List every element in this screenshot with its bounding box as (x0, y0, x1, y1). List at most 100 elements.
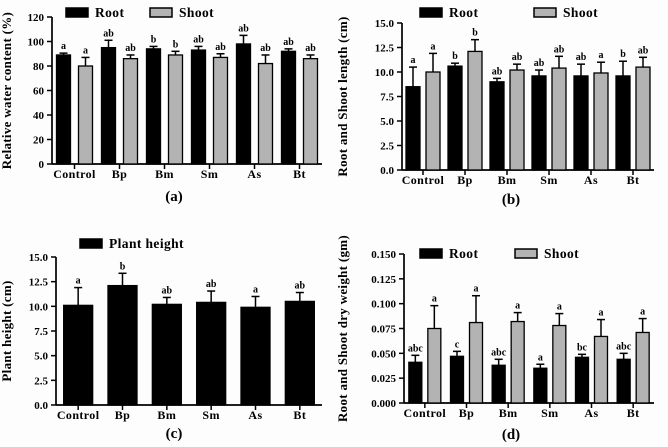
y-tick-label: 60 (33, 86, 45, 98)
significance-letter: a (83, 45, 88, 56)
significance-letter: ab (534, 58, 545, 69)
bar (616, 358, 631, 404)
bar (427, 327, 442, 404)
significance-letter: b (151, 34, 157, 45)
bar (531, 75, 547, 171)
significance-letter: ab (638, 45, 649, 56)
y-axis-title: Root and Shoot dry weight (gm) (335, 235, 350, 422)
significance-letter: ab (193, 34, 204, 45)
y-tick-label: 2.5 (380, 141, 394, 153)
significance-letter: a (599, 308, 604, 319)
panel-b: 0.0 2.5 5.0 7.5 10.0 12.5 15.0 Control Bp Bm Sm As B… (334, 0, 668, 224)
x-category-label: Bt (627, 406, 640, 420)
significance-letter: ab (576, 52, 587, 63)
legend-label: Root (95, 5, 124, 20)
significance-letter: a (253, 284, 258, 295)
y-tick-label: 0.150 (371, 249, 396, 261)
panel-d: 0.000 0.025 0.050 0.075 0.100 0.125 0.150 Contr… (334, 224, 668, 447)
significance-letter: a (640, 307, 645, 318)
x-category-label: As (584, 406, 598, 420)
y-tick-label: 0.050 (371, 348, 396, 360)
bar (449, 355, 465, 404)
significance-letter: abc (491, 347, 507, 358)
legend-swatch (79, 238, 103, 249)
significance-letter: ab (162, 285, 173, 296)
significance-letter: a (599, 50, 604, 61)
x-category-label: Bt (293, 408, 306, 422)
significance-letter: ab (295, 281, 306, 292)
x-category-label: Bt (293, 167, 306, 181)
x-category-label: Bp (112, 167, 127, 181)
x-category-label: Control (53, 167, 96, 181)
y-tick-label: 0.0 (34, 400, 48, 412)
y-tick-label: 0.025 (371, 373, 396, 385)
x-category-label: Sm (541, 406, 558, 420)
x-category-label: Bm (155, 167, 174, 181)
significance-letter: ab (260, 43, 271, 54)
y-tick-label: 0.075 (371, 324, 396, 336)
x-category-label: Control (404, 406, 447, 420)
x-category-label: Bm (498, 173, 517, 187)
significance-letter: b (120, 261, 126, 272)
bar (593, 335, 609, 404)
significance-letter: ab (238, 23, 249, 34)
legend-swatch (533, 7, 557, 18)
chart-d: 0.000 0.025 0.050 0.075 0.100 0.125 0.150 Contr… (335, 235, 654, 422)
bar (151, 303, 182, 406)
x-category-label: Bp (457, 173, 472, 187)
x-category-label: Sm (201, 167, 218, 181)
legend-swatch (149, 7, 173, 18)
bar (635, 66, 651, 171)
x-category-label: As (247, 167, 261, 181)
y-tick-label: 10.0 (29, 301, 49, 313)
bar (257, 62, 274, 165)
bar (408, 361, 423, 404)
panel-a-caption: (a) (165, 189, 183, 205)
x-category-label: Bt (627, 173, 640, 187)
significance-letter: a (61, 41, 66, 52)
significance-letter: a (432, 294, 437, 305)
significance-letter: ab (215, 42, 226, 53)
bar (405, 86, 421, 171)
significance-letter: abc (616, 341, 632, 352)
x-category-label: As (584, 173, 598, 187)
significance-letter: ab (492, 66, 503, 77)
bar (77, 65, 94, 165)
legend-label: Root (449, 5, 478, 20)
significance-letter: b (173, 39, 179, 50)
significance-letter: b (472, 28, 478, 39)
bar (145, 48, 162, 165)
legend-label: Shoot (544, 246, 579, 261)
significance-letter: b (452, 51, 458, 62)
y-tick-label: 80 (33, 61, 45, 73)
legend-swatch (514, 248, 538, 259)
x-category-label: Bm (157, 408, 176, 422)
bar (107, 284, 138, 406)
y-tick-label: 15.0 (375, 18, 395, 30)
bar (240, 306, 271, 406)
y-tick-label: 0.100 (371, 299, 396, 311)
x-category-label: Control (402, 173, 445, 187)
bar (284, 300, 315, 406)
bar (573, 75, 589, 171)
bar (510, 320, 525, 404)
y-tick-label: 12.5 (29, 277, 49, 289)
significance-letter: a (538, 352, 543, 363)
significance-letter: a (557, 302, 562, 313)
x-category-label: Control (57, 408, 100, 422)
bar (635, 331, 650, 404)
bar (509, 69, 525, 171)
bar (63, 304, 94, 406)
significance-letter: a (431, 41, 436, 52)
bar (55, 54, 72, 165)
legend-label: Plant height (109, 236, 184, 251)
bar (235, 43, 252, 165)
y-tick-label: 7.5 (380, 92, 394, 104)
y-tick-label: 20 (33, 135, 45, 147)
y-tick-label: 10.0 (375, 67, 395, 79)
bar (468, 321, 484, 404)
x-category-label: Bp (459, 406, 474, 420)
bar (533, 367, 548, 404)
bar (212, 56, 229, 165)
